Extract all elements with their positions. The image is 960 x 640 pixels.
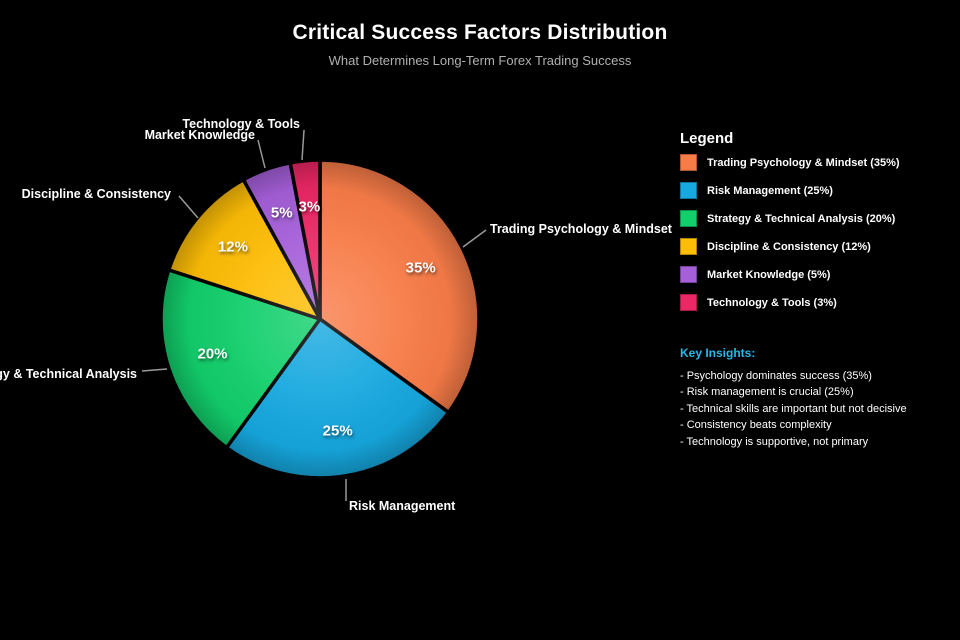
slice-pct-label: 3% [298, 198, 321, 215]
legend-swatch [680, 154, 697, 171]
slice-pct-label: 25% [322, 422, 353, 440]
legend-swatch [680, 238, 697, 255]
legend-item: Technology & Tools (3%) [680, 294, 900, 311]
leader-line-strategy-analysis [141, 368, 168, 372]
slice-callout-strategy-analysis: Strategy & Technical Analysis [0, 367, 137, 381]
legend-item: Strategy & Technical Analysis (20%) [680, 210, 900, 227]
insight-item: - Consistency beats complexity [680, 419, 832, 432]
legend-item-label: Trading Psychology & Mindset (35%) [707, 156, 900, 169]
legend-item-label: Risk Management (25%) [707, 184, 833, 197]
leader-line-market-knowledge [257, 139, 266, 169]
insight-item: - Risk management is crucial (25%) [680, 386, 854, 399]
chart-subtitle: What Determines Long-Term Forex Trading … [328, 53, 632, 68]
legend-title: Legend [680, 130, 734, 147]
key-insights-title: Key Insights: [680, 346, 756, 360]
insight-item: - Technology is supportive, not primary [680, 435, 869, 448]
legend-item: Trading Psychology & Mindset (35%) [680, 154, 900, 171]
legend-swatch [680, 210, 697, 227]
legend-panel: Legend Trading Psychology & Mindset (35%… [680, 130, 900, 322]
slice-pct-label: 5% [270, 204, 293, 222]
slice-callout-technology-tools: Technology & Tools [182, 117, 300, 131]
chart-title: Critical Success Factors Distribution [292, 21, 668, 44]
leader-lines-group [141, 129, 487, 501]
slice-pct-label: 35% [405, 259, 436, 277]
legend-item-label: Strategy & Technical Analysis (20%) [707, 212, 896, 225]
legend-item-label: Market Knowledge (5%) [707, 268, 831, 281]
slice-pct-label: 12% [217, 238, 248, 256]
insight-item: - Psychology dominates success (35%) [680, 370, 872, 382]
legend-swatch [680, 266, 697, 283]
slice-pct-label: 20% [197, 345, 228, 363]
legend-item-label: Discipline & Consistency (12%) [707, 240, 871, 253]
legend-item: Risk Management (25%) [680, 182, 900, 199]
slice-callout-trading-psychology: Trading Psychology & Mindset [490, 222, 672, 236]
slice-callout-market-knowledge: Market Knowledge [144, 128, 255, 142]
legend-item-label: Technology & Tools (3%) [707, 296, 837, 309]
legend-item: Discipline & Consistency (12%) [680, 238, 900, 255]
slice-callout-risk-management: Risk Management [349, 499, 456, 513]
legend-swatch [680, 294, 697, 311]
slice-callout-discipline: Discipline & Consistency [21, 187, 171, 201]
leader-line-technology-tools [301, 129, 305, 161]
leader-line-trading-psychology [462, 229, 487, 248]
key-insights-panel: Key Insights: - Psychology dominates suc… [680, 346, 950, 450]
legend-item: Market Knowledge (5%) [680, 266, 900, 283]
leader-line-discipline [178, 195, 199, 219]
legend-swatch [680, 182, 697, 199]
insight-item: - Technical skills are important but not… [680, 402, 907, 415]
